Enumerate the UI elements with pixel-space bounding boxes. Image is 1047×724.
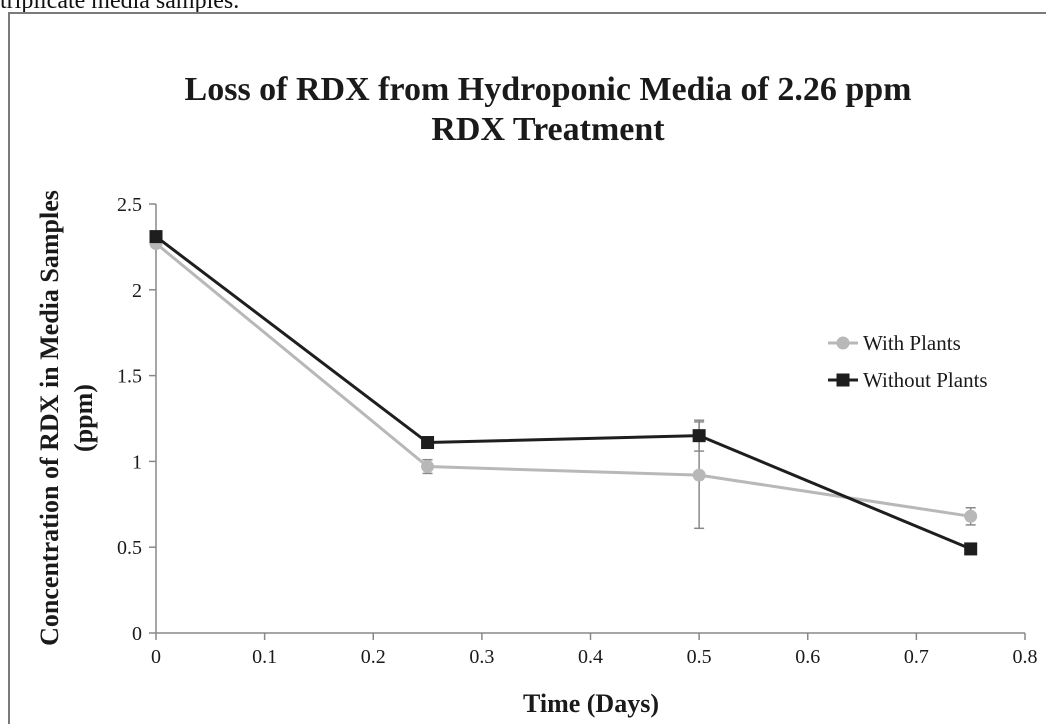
chart-frame <box>8 12 1046 724</box>
legend-marker-square <box>836 373 850 387</box>
data-point-without-plants <box>692 429 706 443</box>
chart-title-line-1: Loss of RDX from Hydroponic Media of 2.2… <box>185 71 912 108</box>
data-point-without-plants <box>964 542 978 556</box>
x-tick-label: 0.8 <box>1013 646 1038 668</box>
x-tick-label: 0.4 <box>578 646 603 668</box>
x-axis-title: Time (Days) <box>523 689 659 718</box>
legend-label: With Plants <box>863 331 961 355</box>
chart-title-line-2: RDX Treatment <box>431 111 665 148</box>
legend-label: Without Plants <box>863 368 988 392</box>
figure-caption: triplicate media samples. <box>0 0 240 14</box>
series-line-with-plants <box>155 242 971 518</box>
data-point-with-plants <box>692 468 706 482</box>
y-tick-label: 2 <box>132 280 142 302</box>
x-tick-label: 0.7 <box>904 646 929 668</box>
y-tick-label: 1 <box>132 451 142 473</box>
x-tick-label: 0 <box>151 646 161 668</box>
y-tick-label: 0 <box>132 623 142 645</box>
y-axis-title-line-2: (ppm) <box>69 384 98 452</box>
y-tick-label: 0.5 <box>117 537 142 559</box>
x-tick-label: 0.5 <box>687 646 712 668</box>
y-tick-label: 1.5 <box>117 366 142 388</box>
data-point-with-plants <box>964 509 978 523</box>
legend-marker-circle <box>836 336 850 350</box>
series-line-without-plants <box>155 235 972 551</box>
x-tick-label: 0.6 <box>795 646 820 668</box>
data-point-without-plants <box>421 436 435 450</box>
y-axis-title-line-1: Concentration of RDX in Media Samples <box>35 190 64 646</box>
x-tick-label: 0.2 <box>361 646 386 668</box>
y-tick-label: 2.5 <box>117 194 142 216</box>
data-point-with-plants <box>421 460 435 474</box>
x-tick-label: 0.3 <box>469 646 494 668</box>
data-point-without-plants <box>149 230 163 244</box>
x-tick-label: 0.1 <box>252 646 277 668</box>
